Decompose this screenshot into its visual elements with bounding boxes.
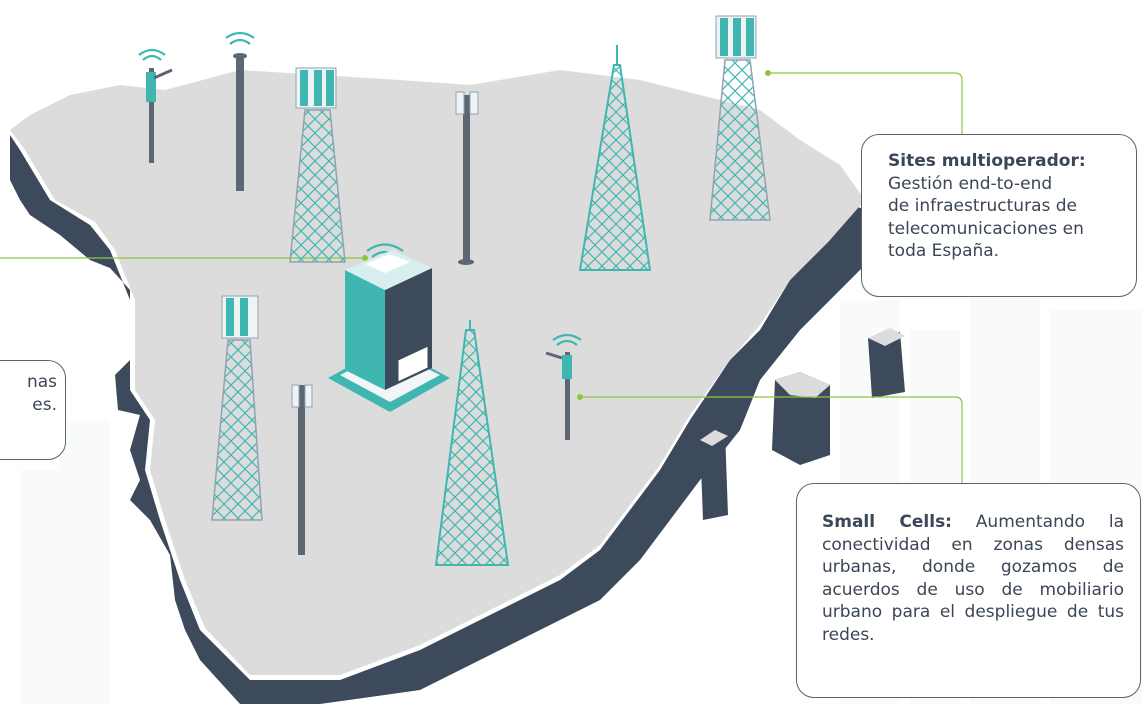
map-side-wall	[10, 135, 870, 704]
cell-tower-icon	[291, 384, 313, 555]
callout-title: Small Cells:	[822, 512, 952, 532]
callout-body: Aumentando la conectividad en zonas dens…	[822, 512, 1124, 645]
lattice-tower-icon	[578, 45, 652, 271]
balearic-island-2	[868, 332, 905, 398]
callout-line: de infraestructuras de	[888, 196, 1077, 216]
callout-line: Gestión end-to-end	[888, 173, 1053, 194]
balearic-island-3	[700, 430, 728, 520]
callout-small-cells: Small Cells: Aumentando la conectividad …	[796, 483, 1141, 698]
cell-tower-icon	[455, 91, 479, 265]
callout-line: es.	[32, 394, 57, 415]
callout-line: toda España.	[888, 241, 1000, 261]
small-cell-pole-icon	[138, 48, 173, 163]
callout-title: Sites multioperador:	[888, 151, 1086, 171]
small-cell-pole-icon	[545, 333, 582, 440]
callout-line: nas	[26, 372, 57, 392]
callout-sites-multioperador: Sites multioperador: Gestión end-to-end …	[861, 134, 1137, 297]
datacenter-building-icon	[328, 243, 450, 412]
lattice-tower-icon	[211, 295, 263, 521]
lattice-tower-icon	[434, 320, 510, 566]
balearic-island-3-top	[700, 430, 728, 446]
lattice-tower-icon	[709, 15, 771, 221]
lattice-tower-icon	[289, 67, 346, 263]
callout-partial-left: nas es.	[0, 360, 66, 460]
callout-line: telecomunicaciones en	[888, 218, 1084, 239]
balearic-island-2-top	[868, 328, 905, 346]
cell-tower-icon	[225, 31, 255, 191]
balearic-island-1-top	[775, 372, 830, 398]
